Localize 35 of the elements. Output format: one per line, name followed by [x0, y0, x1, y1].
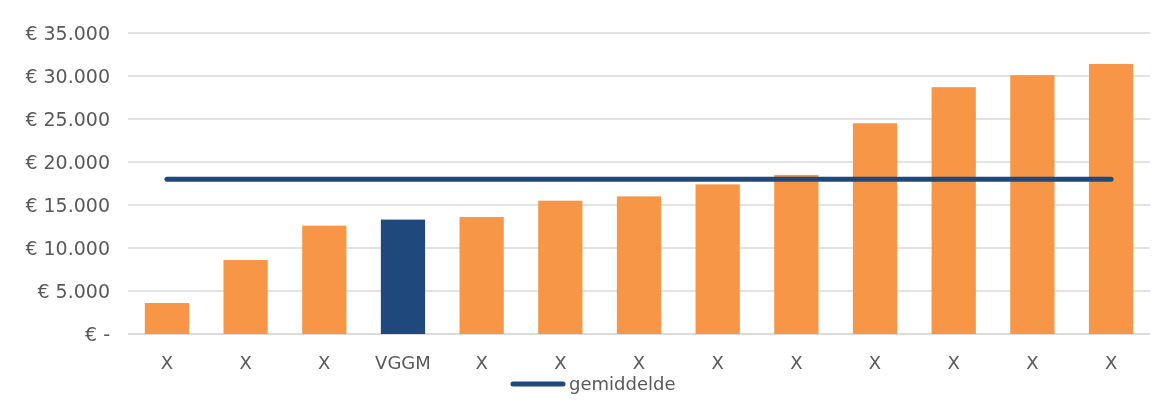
bar [144, 303, 190, 334]
bar [1088, 63, 1134, 334]
y-tick-label: € 25.000 [25, 107, 110, 130]
x-tick-label: X [160, 352, 174, 373]
legend-label: gemiddelde [569, 373, 676, 394]
y-tick-label: € 5.000 [37, 279, 110, 302]
bar [616, 196, 662, 334]
x-tick-label: VGGM [375, 352, 431, 373]
x-tick-label: X [711, 352, 724, 373]
y-tick-label: € - [85, 322, 110, 345]
x-tick-label: X [790, 352, 803, 373]
bar [774, 174, 819, 334]
bar [380, 219, 426, 334]
x-tick-label: X [947, 352, 960, 373]
bar [538, 200, 583, 334]
y-tick-label: € 10.000 [25, 236, 110, 259]
bar [931, 87, 976, 334]
x-tick-label: X [475, 352, 488, 373]
x-tick-label: X [632, 352, 646, 373]
y-tick-label: € 30.000 [25, 64, 110, 87]
y-tick-label: € 15.000 [25, 193, 110, 216]
bar [695, 184, 740, 334]
x-tick-label: X [868, 352, 882, 373]
x-tick-label: X [239, 352, 252, 373]
x-tick-label: X [1104, 352, 1118, 373]
x-tick-label: X [1026, 352, 1039, 373]
x-tick-label: X [318, 352, 331, 373]
bar [302, 225, 347, 334]
bar [459, 217, 504, 334]
x-tick-label: X [554, 352, 567, 373]
bar [223, 260, 268, 334]
bar [852, 123, 898, 334]
y-tick-label: € 35.000 [25, 21, 110, 44]
y-tick-label: € 20.000 [25, 150, 110, 173]
bar [1010, 75, 1055, 334]
